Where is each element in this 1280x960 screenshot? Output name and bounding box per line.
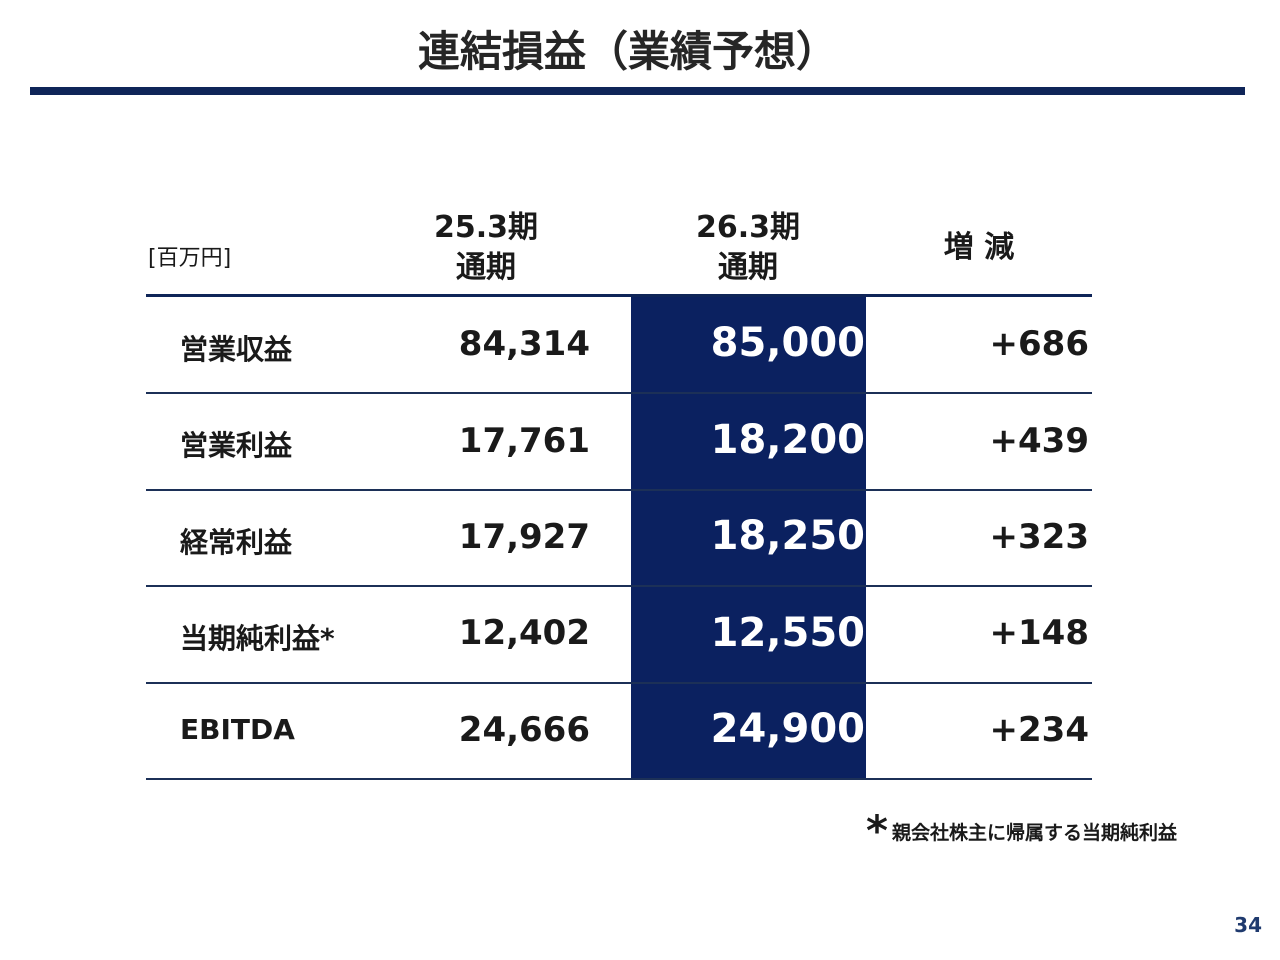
row-label: EBITDA	[180, 713, 295, 747]
value-forecast: 12,550	[710, 609, 865, 656]
column-header-line: 増 減	[943, 230, 1015, 265]
page-number: 34	[1234, 913, 1262, 937]
value-prior: 24,666	[458, 709, 590, 750]
value-change: +148	[989, 613, 1089, 654]
value-prior: 17,927	[458, 516, 590, 557]
title-rule	[30, 87, 1245, 95]
value-prior: 12,402	[458, 613, 590, 654]
highlight-column	[631, 297, 866, 778]
column-header-line: 25.3期	[433, 210, 539, 245]
value-forecast: 18,200	[710, 416, 865, 463]
row-rule	[146, 585, 1092, 588]
column-header-line: 通期	[718, 250, 778, 285]
row-rule	[146, 681, 1092, 684]
value-change: +323	[989, 516, 1089, 557]
column-header: 26.3期通期	[648, 208, 848, 288]
title: 連結損益（業績予想）	[417, 27, 838, 76]
value-forecast: 85,000	[710, 320, 865, 367]
row-rule	[146, 488, 1092, 491]
row-rule	[146, 778, 1092, 780]
column-header-line: 通期	[456, 250, 516, 285]
footnote-mark: *	[866, 806, 888, 855]
row-label: 営業収益	[180, 332, 293, 366]
value-prior: 17,761	[458, 420, 590, 461]
value-change: +234	[989, 709, 1089, 750]
column-header-line: 26.3期	[695, 210, 801, 245]
column-header: 増 減	[879, 228, 1079, 268]
row-label: 営業利益	[180, 429, 293, 463]
row-rule	[146, 392, 1092, 395]
table-top-rule	[146, 294, 1092, 297]
value-forecast: 24,900	[710, 706, 865, 752]
unit-label: [百万円]	[148, 246, 232, 271]
footnote-text: 親会社株主に帰属する当期純利益	[892, 822, 1178, 844]
column-header: 25.3期通期	[386, 208, 586, 288]
value-forecast: 18,250	[710, 513, 865, 560]
value-change: +439	[989, 420, 1089, 461]
row-label: 経常利益	[180, 525, 293, 559]
value-change: +686	[989, 324, 1089, 365]
row-label: 当期純利益*	[180, 622, 335, 656]
value-prior: 84,314	[458, 324, 590, 365]
